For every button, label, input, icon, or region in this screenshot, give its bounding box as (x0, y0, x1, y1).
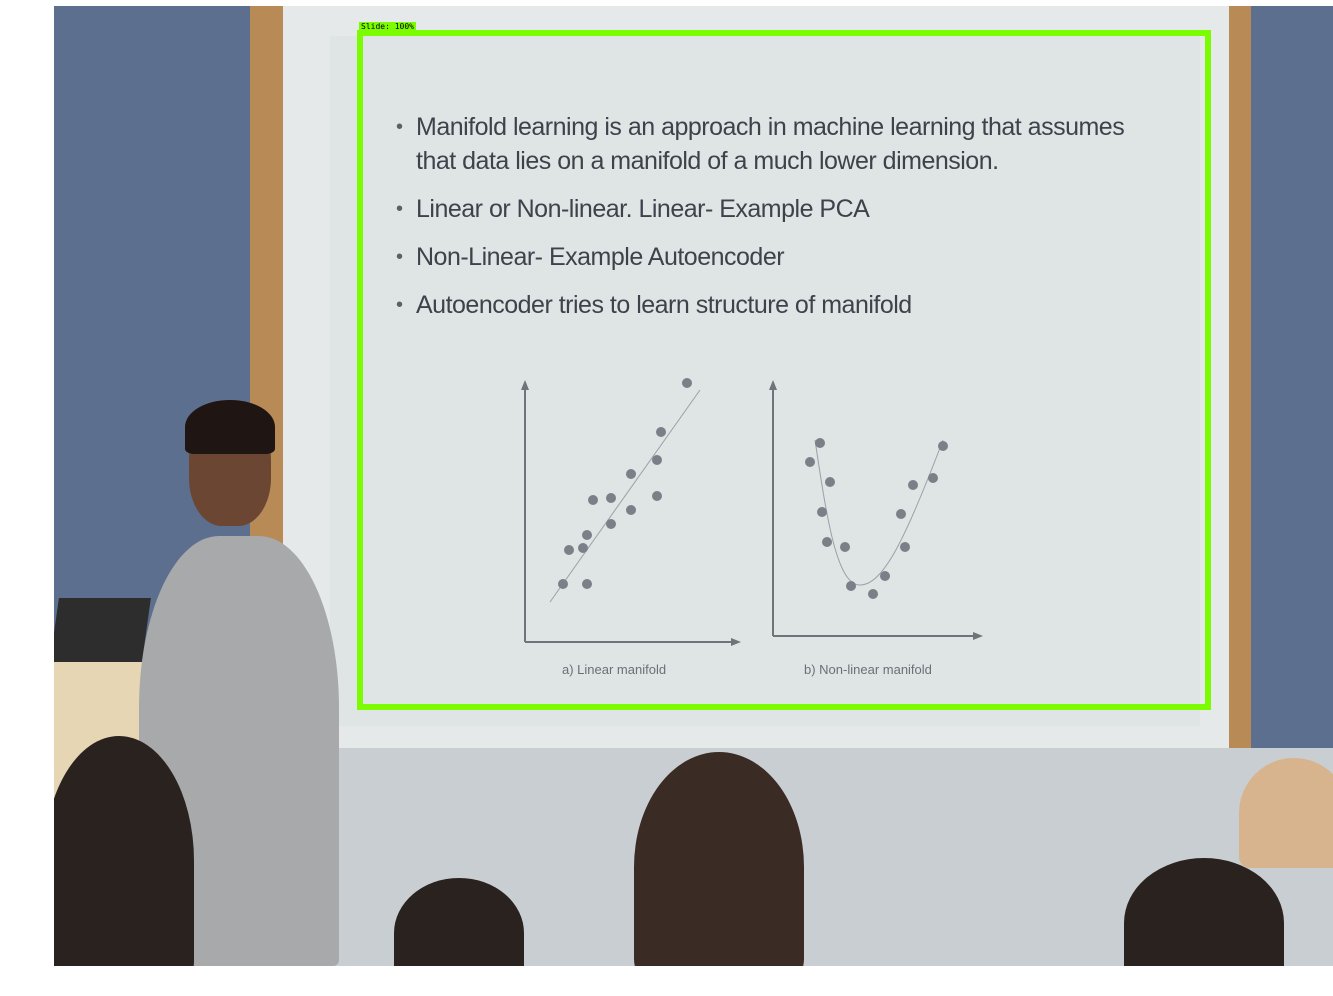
trend-curve (814, 439, 944, 586)
trend-line (549, 389, 701, 603)
x-axis-arrow (731, 638, 741, 646)
scatter-point (846, 581, 856, 591)
scatter-point (626, 469, 636, 479)
scatter-point (817, 507, 827, 517)
scatter-point (928, 473, 938, 483)
scatter-point (908, 480, 918, 490)
figure-caption-linear: a) Linear manifold (562, 662, 667, 677)
scatter-point (682, 378, 692, 388)
scatter-point (805, 457, 815, 467)
slide-bullet: Linear or Non-linear. Linear- Example PC… (396, 192, 1136, 226)
y-axis-arrow (769, 380, 777, 390)
nonlinear-manifold-plot (769, 380, 983, 640)
scatter-point (588, 495, 598, 505)
laptop (54, 598, 151, 668)
detection-label: Slide: 100% (359, 22, 416, 31)
scatter-point (656, 427, 666, 437)
slide-bullet: Autoencoder tries to learn structure of … (396, 288, 1136, 322)
slide-bullet-list: Manifold learning is an approach in mach… (396, 110, 1136, 336)
slide-bullet: Manifold learning is an approach in mach… (396, 110, 1136, 178)
scatter-point (896, 509, 906, 519)
slide-detection-box (357, 30, 1211, 710)
y-axis-arrow (521, 380, 529, 390)
audience-cap (1239, 758, 1333, 868)
audience-head-3 (394, 878, 524, 966)
scatter-point (822, 537, 832, 547)
scatter-point (652, 455, 662, 465)
right-wood-frame (1229, 6, 1251, 766)
scatter-point (558, 579, 568, 589)
slide-bullet: Non-Linear- Example Autoencoder (396, 240, 1136, 274)
scatter-point (815, 438, 825, 448)
presenter-hair (185, 400, 275, 454)
x-axis-arrow (973, 632, 983, 640)
scatter-point (582, 530, 592, 540)
audience-head-2 (634, 752, 804, 966)
scatter-point (825, 477, 835, 487)
audience-head-1 (54, 736, 194, 966)
scatter-point (564, 545, 574, 555)
scatter-point (606, 493, 616, 503)
scatter-point (626, 505, 636, 515)
scatter-point (578, 543, 588, 553)
scatter-point (938, 441, 948, 451)
scatter-point (840, 542, 850, 552)
scatter-point (652, 491, 662, 501)
figure-caption-nonlinear: b) Non-linear manifold (804, 662, 932, 677)
scatter-point (880, 571, 890, 581)
scatter-point (606, 519, 616, 529)
scatter-point (900, 542, 910, 552)
scatter-point (582, 579, 592, 589)
scatter-point (868, 589, 878, 599)
audience-head-4 (1124, 858, 1284, 966)
linear-manifold-plot (521, 378, 741, 646)
